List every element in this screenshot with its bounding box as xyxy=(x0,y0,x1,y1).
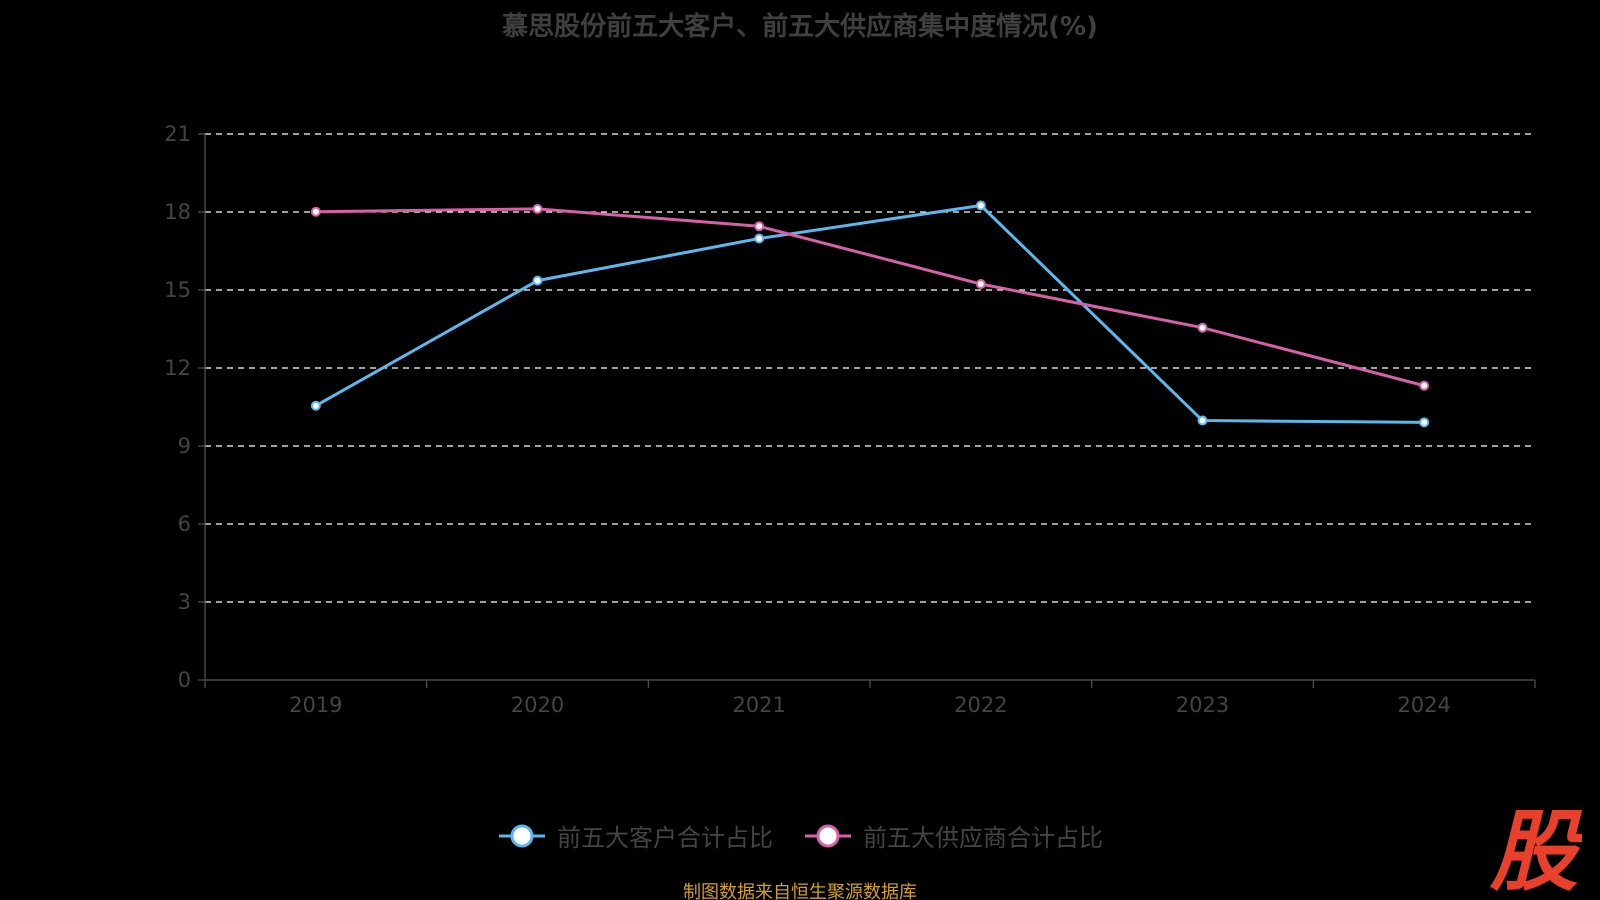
y-tick-label-12: 12 xyxy=(164,356,191,380)
data-point-1-2022 xyxy=(975,279,986,290)
y-tick-label-9: 9 xyxy=(178,434,191,458)
x-tick-label-2022: 2022 xyxy=(954,693,1007,717)
y-tick-label-6: 6 xyxy=(178,512,191,536)
brand-logo: 股 xyxy=(1489,800,1582,896)
y-tick-label-21: 21 xyxy=(164,122,191,146)
legend-label-supplier: 前五大供应商合计占比 xyxy=(863,824,1103,852)
chart-title: 慕思股份前五大客户、前五大供应商集中度情况(%) xyxy=(502,12,1098,42)
data-point-1-2023 xyxy=(1197,322,1208,333)
data-point-0-2022 xyxy=(975,200,986,211)
legend-marker-customer xyxy=(499,824,545,847)
y-tick-label-18: 18 xyxy=(164,200,191,224)
x-tick-label-2024: 2024 xyxy=(1397,693,1450,717)
svg-text:股: 股 xyxy=(1489,800,1582,896)
grid-layer xyxy=(205,133,1535,603)
data-point-0-2019 xyxy=(310,400,321,411)
y-tick-label-3: 3 xyxy=(178,590,191,614)
axis-layer: 0 3 6 9 12 15 18 21 2019 2020 2021 2022 2023 2024 xyxy=(164,122,1536,717)
data-point-0-2021 xyxy=(754,233,765,244)
data-point-1-2020 xyxy=(532,203,543,214)
x-tick-label-2019: 2019 xyxy=(289,693,342,717)
legend-item-customer[interactable]: 前五大客户合计占比 xyxy=(497,818,773,853)
data-source-note: 制图数据来自恒生聚源数据库 xyxy=(683,882,917,900)
legend-marker-supplier xyxy=(805,824,851,847)
data-point-1-2024 xyxy=(1419,380,1430,391)
x-tick-label-2020: 2020 xyxy=(511,693,564,717)
x-tick-label-2023: 2023 xyxy=(1176,693,1229,717)
y-tick-label-0: 0 xyxy=(178,668,191,692)
series-line-1 xyxy=(315,207,1425,388)
data-point-1-2019 xyxy=(310,206,321,217)
data-point-0-2023 xyxy=(1197,415,1208,426)
legend-label-customer: 前五大客户合计占比 xyxy=(557,824,773,852)
data-point-1-2021 xyxy=(754,221,765,232)
data-point-0-2024 xyxy=(1419,417,1430,428)
y-tick-label-15: 15 xyxy=(164,278,191,302)
legend: 前五大客户合计占比 前五大供应商合计占比 xyxy=(0,818,1600,853)
x-tick-label-2021: 2021 xyxy=(732,693,785,717)
series-layer xyxy=(310,200,1430,428)
series-line-0 xyxy=(315,204,1425,424)
data-point-0-2020 xyxy=(532,275,543,286)
legend-item-supplier[interactable]: 前五大供应商合计占比 xyxy=(803,818,1103,853)
